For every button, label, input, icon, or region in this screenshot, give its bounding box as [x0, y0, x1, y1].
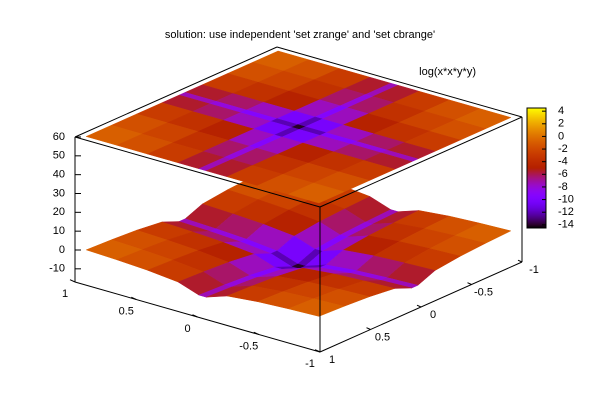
- z-tick-label: 0: [59, 244, 65, 256]
- cb-tick-label: -12: [558, 206, 574, 218]
- y-tick: [366, 327, 371, 330]
- top-edge: [319, 116, 523, 208]
- y-tick: [467, 282, 472, 285]
- x-tick-label: -0.5: [239, 340, 258, 352]
- cb-tick-label: 4: [558, 105, 564, 117]
- y-tick-label: 0: [430, 309, 436, 321]
- z-tick-label: 30: [53, 187, 65, 199]
- y-tick-label: 0.5: [375, 331, 390, 343]
- cb-tick-label: -6: [558, 168, 568, 180]
- z-tick-label: -10: [49, 263, 65, 275]
- y-tick: [416, 304, 422, 308]
- cb-tick-label: 0: [558, 130, 564, 142]
- cb-tick-label: -2: [558, 143, 568, 155]
- x-tick-label: -1: [305, 358, 315, 370]
- x-tick-label: 0.5: [119, 305, 134, 317]
- x-tick-label: 1: [62, 288, 68, 300]
- z-tick-label: 40: [53, 169, 65, 181]
- y-tick: [315, 349, 321, 353]
- colorbar: [526, 107, 547, 229]
- cb-tick-label: -10: [558, 193, 574, 205]
- key-label: log(x*x*y*y): [419, 66, 476, 78]
- top-edge: [74, 46, 278, 138]
- z-tick-label: 60: [53, 131, 65, 143]
- surface-cell: [287, 298, 345, 317]
- top-edge: [276, 46, 523, 118]
- cb-tick-label: -8: [558, 181, 568, 193]
- z-tick-label: 50: [53, 150, 65, 162]
- cb-tick-label: -4: [558, 156, 568, 168]
- top-plane-cell: [287, 182, 345, 204]
- cb-tick-label: 2: [558, 118, 564, 130]
- y-tick-label: -1: [529, 264, 539, 276]
- x-tick-label: 0: [184, 323, 190, 335]
- chart-title: solution: use independent 'set zrange' a…: [165, 29, 435, 41]
- cb-tick-label: -14: [558, 219, 574, 231]
- x-tick: [253, 331, 259, 335]
- y-tick: [517, 259, 523, 263]
- z-tick-label: 20: [53, 206, 65, 218]
- y-tick-label: -0.5: [474, 286, 493, 298]
- x-tick: [69, 279, 76, 283]
- top-edge: [74, 136, 321, 208]
- x-tick: [131, 296, 137, 300]
- y-tick-label: 1: [329, 354, 335, 366]
- x-tick: [192, 314, 198, 318]
- z-tick-label: 10: [53, 225, 65, 237]
